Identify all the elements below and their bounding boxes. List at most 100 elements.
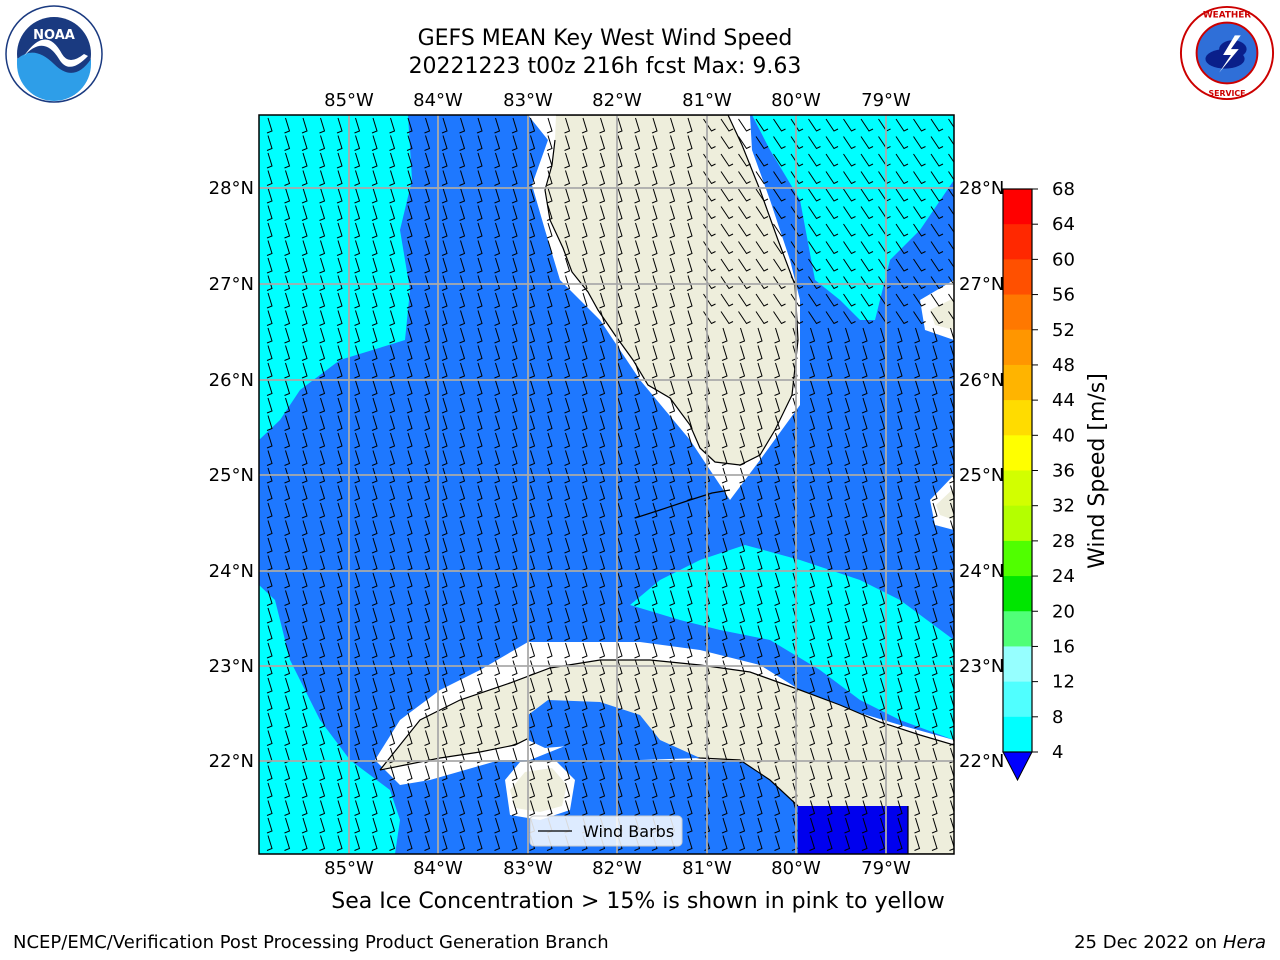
wind-barb-icon <box>930 136 944 150</box>
wind-barb-icon <box>930 293 944 307</box>
wind-barb-icon <box>301 555 308 571</box>
wind-barb-icon <box>669 677 676 694</box>
wind-barb-icon <box>721 362 728 379</box>
wind-barb-icon <box>896 677 903 694</box>
wind-barb-icon <box>546 765 553 781</box>
wind-barb-icon <box>861 782 868 799</box>
wind-barb-icon <box>739 782 746 799</box>
wind-barb-icon <box>651 275 658 291</box>
wind-barb-icon <box>879 625 886 641</box>
wind-barb-icon <box>651 590 658 606</box>
footer-machine: Hera <box>1222 932 1266 953</box>
wind-barb-icon <box>406 152 413 169</box>
wind-barb-icon <box>634 450 641 466</box>
wind-barb-icon <box>860 293 874 307</box>
wind-barb-icon <box>564 292 571 309</box>
wind-barb-icon <box>686 467 693 484</box>
wind-barb-icon <box>686 677 693 694</box>
wind-barb-icon <box>266 765 273 781</box>
land-mass <box>510 768 567 812</box>
wind-barb-icon <box>949 555 954 571</box>
wind-barb-icon <box>494 485 501 501</box>
wind-barb-icon <box>860 136 874 150</box>
wind-barb-icon <box>546 327 553 344</box>
wind-barb-icon <box>791 345 798 361</box>
wind-barb-icon <box>791 835 798 851</box>
wind-barb-icon <box>564 677 571 694</box>
wind-barb-icon <box>441 607 448 624</box>
wind-barb-icon <box>791 380 798 396</box>
wind-barb-icon <box>930 241 944 255</box>
wind-barb-icon <box>949 415 954 431</box>
wind-barb-icon <box>791 607 798 624</box>
wind-barb-icon <box>406 782 413 799</box>
wind-barb-icon <box>773 118 786 132</box>
wind-barb-icon <box>669 502 676 519</box>
wind-barb-icon <box>581 607 588 624</box>
wind-barb-icon <box>301 712 308 729</box>
wind-barb-icon <box>319 607 326 624</box>
wind-barb-icon <box>791 572 798 589</box>
colorbar-tick-label: 64 <box>1052 214 1075 235</box>
colorbar-tick-label: 56 <box>1052 285 1075 306</box>
wind-barb-icon <box>756 642 763 659</box>
wind-barb-icon <box>441 187 448 204</box>
wind-barb-icon <box>371 782 378 799</box>
wind-barb-icon <box>301 187 308 204</box>
wind-barb-icon <box>949 765 954 781</box>
wind-barb-icon <box>266 782 273 799</box>
wind-barb-icon <box>581 432 588 449</box>
wind-barb-icon <box>774 800 781 816</box>
wind-barb-icon <box>808 153 821 167</box>
wind-barb-icon <box>599 502 606 519</box>
wind-barb-icon <box>931 712 938 729</box>
wind-barb-icon <box>651 537 658 554</box>
wind-barb-icon <box>790 241 804 255</box>
wind-barb-icon <box>721 397 728 414</box>
wind-barb-icon <box>459 415 466 431</box>
wind-barb-icon <box>284 625 291 641</box>
wind-barb-icon <box>721 835 728 851</box>
wind-barb-icon <box>634 117 641 134</box>
map-subtitle: 20221223 t00z 216h fcst Max: 9.63 <box>408 54 802 79</box>
wind-barb-icon <box>756 660 763 676</box>
wind-barb-icon <box>721 642 728 659</box>
wind-barb-icon <box>756 362 763 379</box>
wind-barb-icon <box>808 223 821 237</box>
wind-barb-icon <box>406 537 413 554</box>
wind-barb-icon <box>266 310 273 326</box>
wind-barb-icon <box>389 327 396 344</box>
wind-barb-icon <box>738 276 751 290</box>
wind-barb-icon <box>895 153 909 167</box>
wind-barb-icon <box>336 257 343 274</box>
wind-barb-icon <box>494 607 501 624</box>
wind-barb-icon <box>494 835 501 851</box>
wind-barb-icon <box>826 782 833 799</box>
wind-barb-icon <box>441 240 448 256</box>
wind-barb-icon <box>459 117 466 134</box>
wind-barb-icon <box>721 485 728 501</box>
wind-barb-icon <box>686 817 693 834</box>
wind-barb-icon <box>319 205 326 221</box>
wind-barb-icon <box>739 345 746 361</box>
wind-barb-icon <box>721 520 728 536</box>
wind-barb-icon <box>931 502 938 519</box>
wind-barb-icon <box>949 712 954 729</box>
wind-barb-icon <box>546 362 553 379</box>
wind-barb-icon <box>319 572 326 589</box>
colorbar-tick-label: 24 <box>1052 566 1075 587</box>
wind-barb-icon <box>809 835 816 851</box>
wind-barb-icon <box>266 712 273 729</box>
wind-barb-icon <box>844 555 851 571</box>
wind-barb-icon <box>599 712 606 729</box>
wind-barb-icon <box>511 135 518 151</box>
wind-barb-icon <box>424 415 431 431</box>
wind-barb-icon <box>266 817 273 834</box>
wind-barb-icon <box>441 765 448 781</box>
wind-barb-icon <box>616 117 623 134</box>
colorbar-bin <box>1003 505 1032 542</box>
wind-barb-icon <box>843 118 856 132</box>
wind-barb-icon <box>791 712 798 729</box>
lat-label-left: 23°N <box>209 656 254 677</box>
wind-barb-icon <box>790 153 804 167</box>
